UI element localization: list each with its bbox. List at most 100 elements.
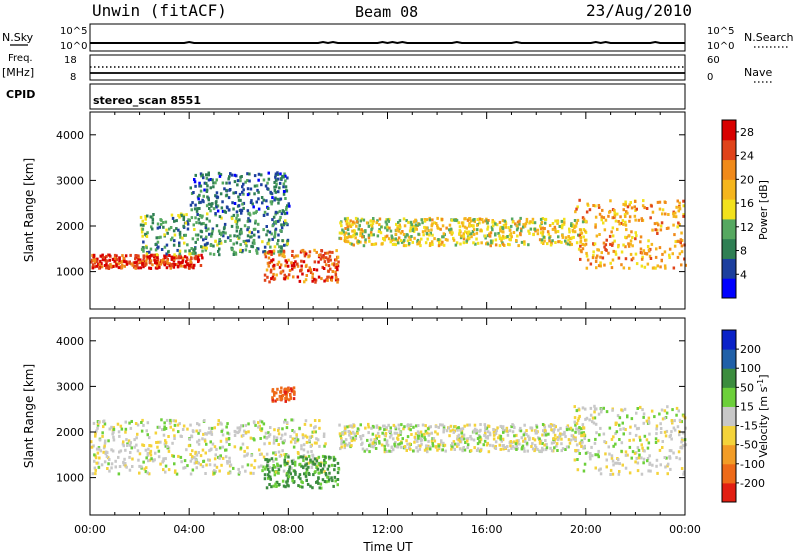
velocity-cell: [434, 425, 438, 429]
velocity-cell: [638, 435, 641, 439]
power-cell: [567, 235, 570, 238]
power-colorbar-swatch: [722, 139, 736, 161]
velocity-cell: [197, 431, 200, 435]
power-cell: [515, 228, 519, 232]
velocity-cell: [385, 439, 389, 443]
power-cell: [135, 260, 138, 264]
velocity-cell: [94, 456, 98, 460]
velocity-cell: [277, 427, 281, 430]
velocity-cell: [277, 468, 281, 472]
velocity-cell: [424, 429, 428, 433]
velocity-cell: [182, 424, 186, 428]
velocity-cell: [568, 427, 571, 431]
power-cell: [156, 240, 160, 244]
power-cell: [622, 266, 626, 270]
velocity-cell: [557, 438, 560, 442]
velocity-cell: [156, 425, 160, 429]
velocity-ytick-label: 2000: [56, 426, 84, 439]
velocity-cell: [327, 455, 331, 459]
velocity-cell: [511, 430, 515, 434]
velocity-cell: [138, 452, 142, 456]
power-cell: [629, 201, 632, 204]
power-cell: [354, 216, 358, 220]
power-cell: [622, 243, 625, 247]
velocity-cell: [130, 446, 133, 450]
power-cell: [193, 207, 197, 211]
velocity-cell: [260, 429, 263, 433]
power-cell: [313, 277, 316, 281]
velocity-cell: [389, 426, 392, 430]
power-cell: [296, 262, 299, 266]
velocity-cell: [208, 463, 212, 467]
velocity-cell: [92, 444, 95, 448]
velocity-cell: [503, 446, 507, 449]
power-cell: [595, 266, 598, 270]
power-cell: [262, 198, 265, 202]
velocity-cell: [174, 419, 177, 423]
power-cell: [494, 222, 497, 226]
velocity-cell: [494, 447, 498, 450]
power-cell: [647, 239, 650, 243]
velocity-cell: [136, 423, 140, 427]
velocity-cell: [473, 423, 477, 427]
velocity-cell: [273, 435, 276, 439]
velocity-cell: [91, 472, 95, 476]
power-cell: [565, 241, 568, 245]
velocity-cell: [390, 433, 393, 437]
velocity-cell: [112, 438, 116, 442]
power-cell: [266, 229, 269, 233]
power-cell: [556, 220, 560, 224]
velocity-cell: [319, 482, 323, 486]
velocity-cell: [253, 459, 257, 463]
velocity-cell: [378, 441, 381, 445]
power-cell: [274, 212, 277, 216]
velocity-cell: [344, 428, 347, 432]
velocity-cell: [344, 438, 348, 442]
velocity-cell: [173, 462, 176, 466]
power-cell: [170, 255, 173, 259]
velocity-cell: [322, 432, 326, 436]
velocity-cell: [272, 464, 275, 467]
power-cell: [156, 266, 159, 270]
velocity-cell: [194, 458, 198, 462]
velocity-cell: [142, 423, 145, 427]
power-cell: [352, 220, 355, 224]
power-cell: [283, 172, 286, 176]
velocity-colorbar-swatch: [722, 330, 736, 350]
velocity-cell: [107, 462, 110, 466]
power-cell: [191, 251, 194, 255]
power-cell: [109, 262, 112, 266]
velocity-cell: [208, 431, 211, 435]
velocity-ytick-label: 3000: [56, 380, 84, 393]
cpid-label: CPID: [6, 88, 35, 101]
power-cell: [201, 214, 204, 218]
velocity-cell: [474, 429, 478, 433]
power-cell: [200, 245, 203, 249]
power-cell: [283, 277, 287, 281]
velocity-cell: [415, 424, 418, 428]
velocity-colorbar-label-tick: 200: [740, 343, 761, 356]
power-cell: [165, 228, 168, 232]
power-cell: [250, 231, 254, 235]
power-cell: [455, 241, 459, 245]
velocity-cell: [304, 471, 308, 475]
power-cell: [206, 212, 209, 216]
velocity-cell: [513, 434, 516, 438]
power-cell: [266, 187, 269, 191]
velocity-cell: [240, 424, 243, 428]
velocity-cell: [173, 437, 176, 440]
velocity-cell: [286, 462, 289, 465]
power-cell: [303, 280, 306, 284]
power-cell: [335, 266, 338, 270]
velocity-cell: [275, 470, 278, 474]
power-cell: [575, 221, 578, 225]
power-cell: [430, 240, 434, 244]
power-cell: [491, 239, 494, 243]
velocity-cell: [301, 433, 305, 437]
power-cell: [278, 265, 282, 269]
velocity-cell: [197, 442, 201, 446]
velocity-cell: [636, 469, 640, 473]
power-cell: [96, 257, 99, 261]
power-cell: [278, 186, 281, 190]
velocity-cell: [377, 440, 381, 443]
